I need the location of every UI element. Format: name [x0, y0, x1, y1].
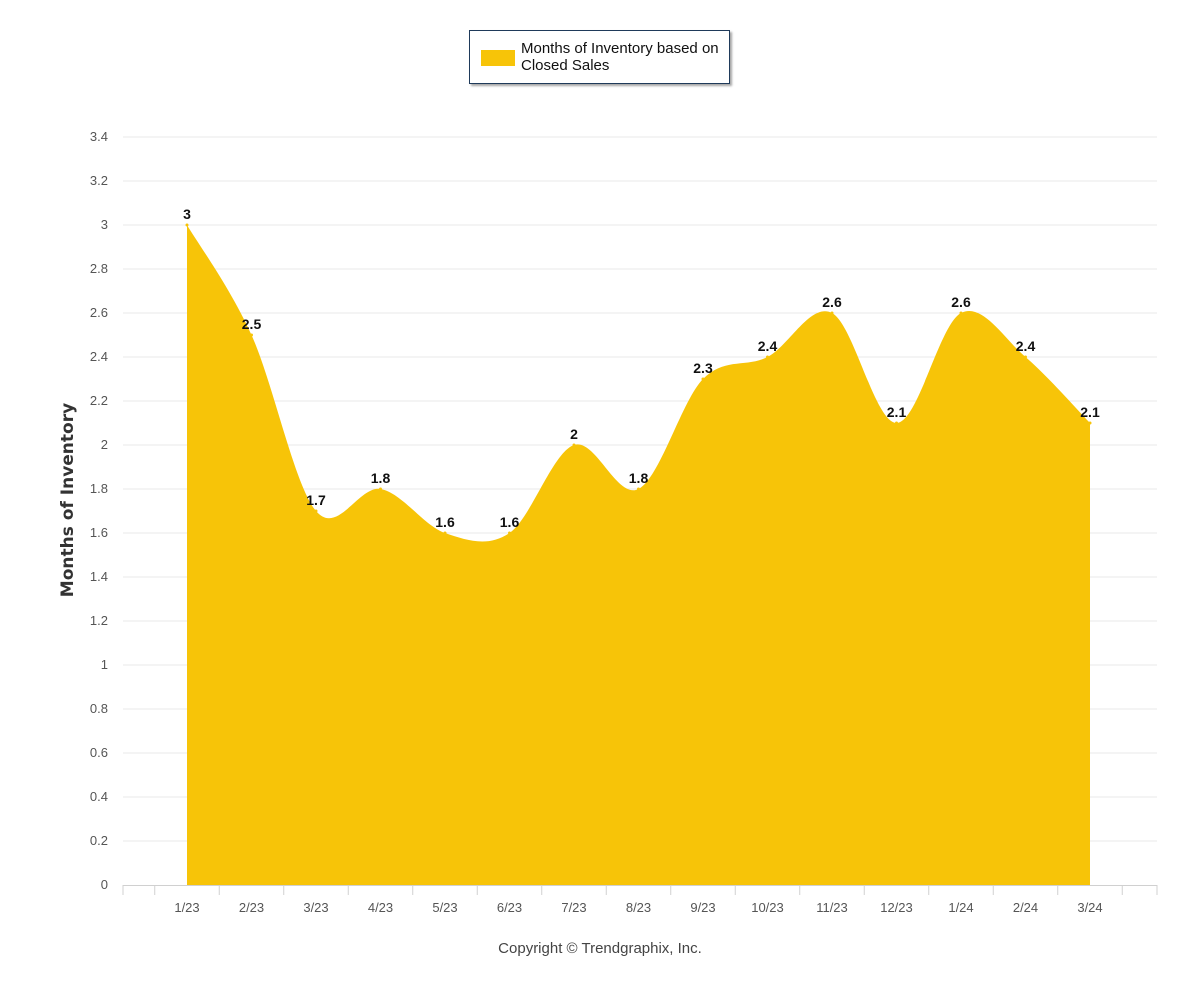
- x-tick-label: 1/23: [174, 900, 199, 915]
- data-label: 2.4: [1016, 338, 1036, 354]
- data-label: 2.5: [242, 316, 262, 332]
- x-tick-label: 4/23: [368, 900, 393, 915]
- data-point: [1024, 355, 1027, 359]
- data-point: [1088, 421, 1092, 425]
- y-tick-label: 1.4: [90, 569, 108, 584]
- data-label: 2.1: [887, 404, 907, 420]
- y-tick-label: 2.6: [90, 305, 108, 320]
- y-tick-label: 3: [101, 217, 108, 232]
- y-tick-label: 2.2: [90, 393, 108, 408]
- y-axis-title: Months of Inventory: [58, 403, 78, 597]
- x-axis: 1/23 2/23 3/23 4/23 5/23 6/23 7/23 8/23 9/23 10/2…: [122, 885, 1158, 915]
- data-label: 1.8: [371, 470, 391, 486]
- data-label: 1.6: [435, 514, 455, 530]
- data-point: [508, 531, 511, 535]
- data-label: 2.6: [951, 294, 971, 310]
- x-tick-label: 1/24: [948, 900, 973, 915]
- data-labels: 3 2.5 1.7 1.8 1.6 1.6 2 1.8 2.3 2.4 2.6 2.1 2.6 2.4 2.…: [183, 206, 1100, 530]
- y-tick-label: 1.8: [90, 481, 108, 496]
- x-tick-label: 2/24: [1013, 900, 1038, 915]
- x-tick-label: 3/24: [1077, 900, 1102, 915]
- data-point: [379, 487, 382, 491]
- x-tick-label: 12/23: [880, 900, 913, 915]
- y-tick-label: 1.2: [90, 613, 108, 628]
- x-tick-label: 6/23: [497, 900, 522, 915]
- data-point: [314, 509, 318, 513]
- y-tick-label: 2: [101, 437, 108, 452]
- data-point: [766, 355, 769, 359]
- copyright-text: Copyright © Trendgraphix, Inc.: [498, 940, 702, 957]
- y-tick-label: 1: [101, 657, 108, 672]
- x-tick-label: 5/23: [432, 900, 457, 915]
- data-point: [830, 311, 834, 315]
- y-tick-label: 0.8: [90, 701, 108, 716]
- y-tick-label: 2.8: [90, 261, 108, 276]
- data-label: 3: [183, 206, 191, 222]
- x-tick-label: 3/23: [303, 900, 328, 915]
- data-point: [185, 223, 189, 227]
- data-point: [895, 421, 898, 425]
- x-tick-label: 2/23: [239, 900, 264, 915]
- y-tick-label: 1.6: [90, 525, 108, 540]
- data-label: 2.6: [822, 294, 842, 310]
- data-point: [637, 487, 640, 491]
- y-tick-label: 0.2: [90, 833, 108, 848]
- data-point: [959, 311, 963, 315]
- x-tick-label: 9/23: [690, 900, 715, 915]
- data-label: 2.3: [693, 360, 713, 376]
- data-point: [250, 333, 253, 337]
- legend-label: Months of Inventory based on Closed Sale…: [521, 40, 719, 74]
- y-tick-label: 2.4: [90, 349, 108, 364]
- data-label: 1.7: [306, 492, 326, 508]
- series-area: [185, 223, 1092, 885]
- data-label: 1.6: [500, 514, 520, 530]
- legend[interactable]: Months of Inventory based on Closed Sale…: [469, 30, 730, 84]
- x-tick-label: 10/23: [751, 900, 784, 915]
- y-tick-label: 0.6: [90, 745, 108, 760]
- data-point: [443, 531, 447, 535]
- data-label: 2.4: [758, 338, 778, 354]
- y-tick-label: 0.4: [90, 789, 108, 804]
- data-label: 2.1: [1080, 404, 1100, 420]
- y-tick-label: 3.4: [90, 129, 108, 144]
- data-label: 2: [570, 426, 578, 442]
- area-series-fill: [187, 225, 1090, 885]
- data-point: [701, 377, 705, 381]
- data-point: [572, 443, 576, 447]
- data-label: 1.8: [629, 470, 649, 486]
- legend-swatch: [481, 50, 515, 66]
- x-tick-label: 8/23: [626, 900, 651, 915]
- x-tick-label: 7/23: [561, 900, 586, 915]
- x-tick-label: 11/23: [816, 900, 848, 915]
- y-tick-label: 3.2: [90, 173, 108, 188]
- y-tick-label: 0: [101, 877, 108, 892]
